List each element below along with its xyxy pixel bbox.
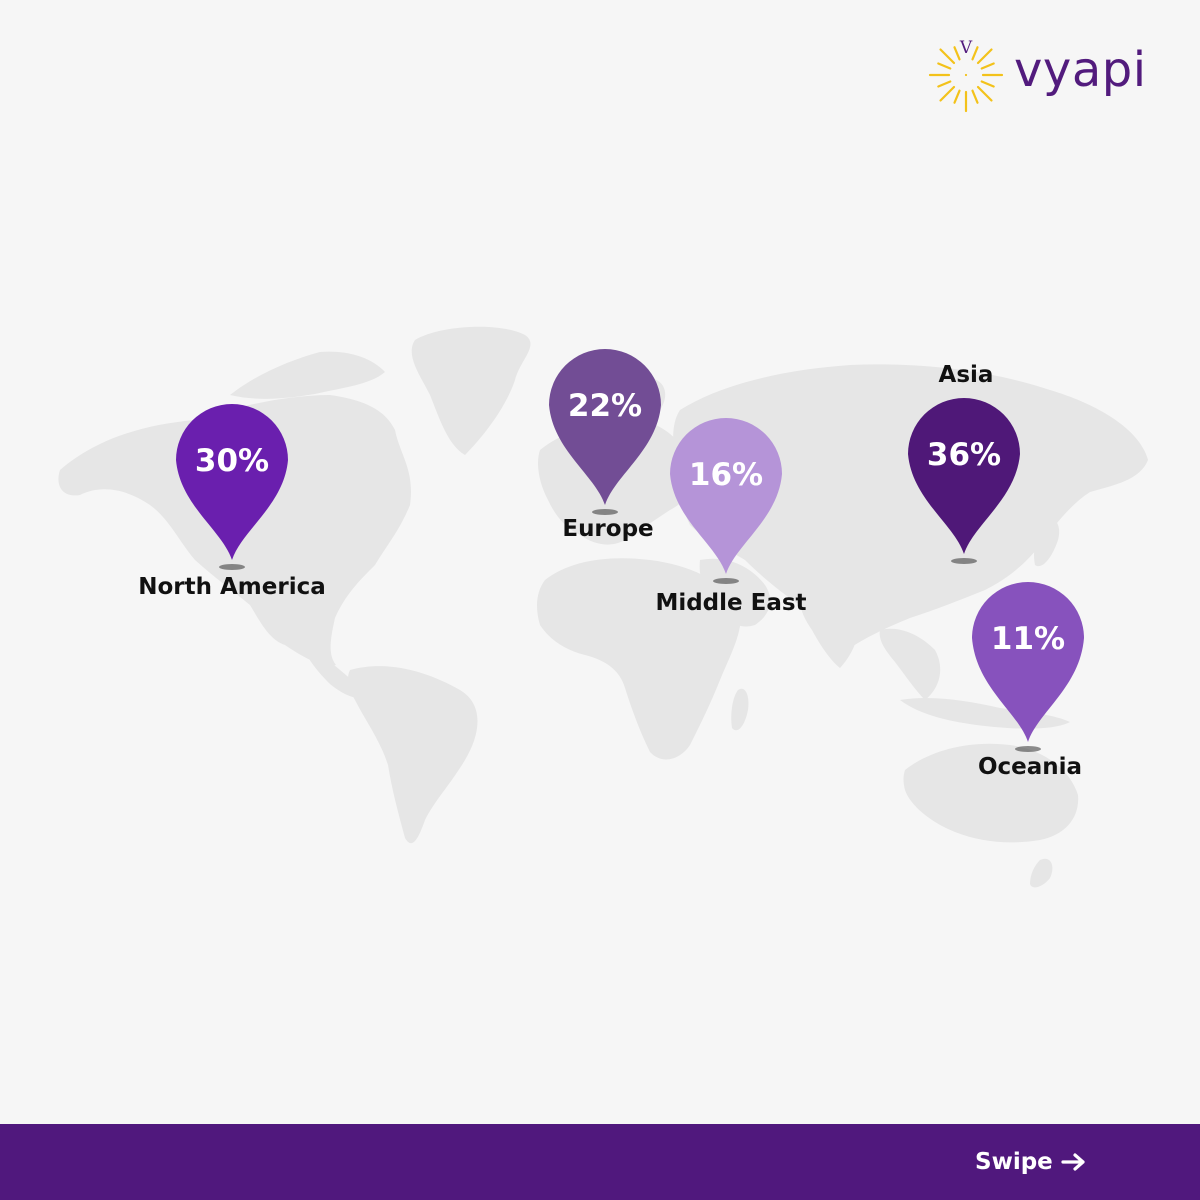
- arrow-right-icon: [1061, 1153, 1085, 1171]
- pin-north-america[interactable]: 30%: [176, 404, 288, 570]
- arabia-shape: [699, 558, 771, 627]
- footer-bar: [0, 1124, 1200, 1200]
- pin-value: 22%: [568, 388, 642, 424]
- logo-ray: [939, 48, 956, 65]
- pin-shadow: [951, 558, 977, 564]
- australia-shape: [903, 743, 1079, 843]
- pin-marker: [176, 404, 288, 560]
- logo-ray: [980, 62, 995, 70]
- southeast-asia-shape: [879, 628, 941, 700]
- logo-ray: [976, 48, 993, 65]
- logo-ray: [937, 62, 952, 70]
- logo-ray: [971, 46, 979, 61]
- pin-shadow: [219, 564, 245, 570]
- label-europe: Europe: [562, 516, 654, 542]
- pin-marker: [972, 582, 1084, 742]
- logo-ray: [939, 85, 956, 102]
- pin-shadow: [1015, 746, 1041, 752]
- south-america-shape: [347, 666, 478, 844]
- japan-shape: [1034, 518, 1060, 567]
- india-shape: [800, 598, 859, 668]
- pin-middle-east[interactable]: 16%: [670, 418, 782, 584]
- label-asia: Asia: [938, 362, 994, 388]
- vyapi-logo: V vyapi: [926, 34, 1156, 116]
- pin-value: 30%: [195, 443, 269, 479]
- logo-ray: [976, 85, 993, 102]
- pin-marker: [670, 418, 782, 574]
- pin-europe[interactable]: 22%: [549, 349, 661, 515]
- logo-ray: [980, 80, 995, 88]
- pin-asia[interactable]: 36%: [908, 398, 1020, 564]
- label-oceania: Oceania: [977, 754, 1083, 780]
- greenland-shape: [411, 326, 531, 455]
- pin-shadow: [713, 578, 739, 584]
- logo-mark-letter: V: [959, 38, 973, 58]
- pin-marker: [549, 349, 661, 505]
- new-zealand-shape: [1030, 858, 1053, 888]
- logo-wordmark: vyapi: [1014, 42, 1147, 98]
- madagascar-shape: [731, 688, 749, 731]
- logo-ray: [971, 89, 979, 104]
- logo-ray: [953, 89, 961, 104]
- sunburst-logo-icon: V: [928, 38, 1004, 113]
- africa-shape: [537, 558, 741, 760]
- region-pins: 30% 22% 16% 36% 11%: [176, 349, 1084, 752]
- pin-value: 16%: [689, 457, 763, 493]
- logo-ray: [953, 46, 961, 61]
- asia-shape: [673, 364, 1148, 655]
- pin-oceania[interactable]: 11%: [972, 582, 1084, 752]
- logo-ray: [937, 80, 952, 88]
- pin-shadow: [592, 509, 618, 515]
- swipe-label: Swipe: [975, 1149, 1053, 1175]
- pin-value: 11%: [991, 621, 1065, 657]
- swipe-button[interactable]: Swipe: [975, 1149, 1087, 1175]
- arctic-islands-shape: [230, 351, 385, 399]
- label-middle-east: Middle East: [655, 590, 807, 616]
- pin-marker: [908, 398, 1020, 554]
- label-north-america: North America: [138, 574, 326, 600]
- pin-value: 36%: [927, 437, 1001, 473]
